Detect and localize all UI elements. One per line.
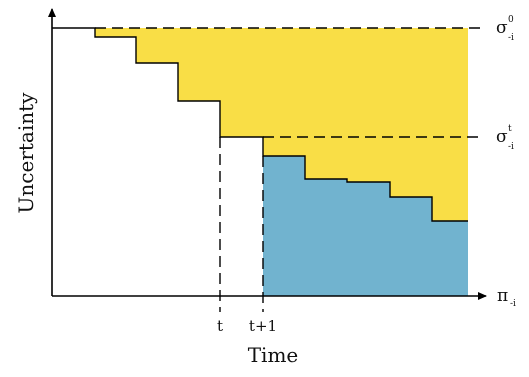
sigma-t-label: σ t -i [496, 124, 514, 152]
svg-text:σ: σ [496, 127, 508, 147]
pi-label: π -i [497, 286, 516, 309]
svg-text:-i: -i [508, 142, 514, 152]
blue-region [263, 156, 468, 296]
svg-text:π: π [497, 286, 508, 306]
svg-text:t: t [508, 124, 512, 134]
svg-text:0: 0 [508, 15, 514, 25]
svg-text:-i: -i [510, 299, 516, 309]
tick-label-t-plus-1: t+1 [249, 317, 277, 335]
x-axis-label: Time [248, 343, 299, 367]
sigma-0-label: σ 0 -i [496, 15, 514, 43]
yellow-region [95, 28, 468, 221]
y-axis-label: Uncertainty [14, 92, 38, 214]
uncertainty-step-curve [52, 27, 468, 222]
tick-label-t: t [217, 317, 223, 335]
svg-text:-i: -i [508, 33, 514, 43]
svg-text:σ: σ [496, 18, 508, 38]
